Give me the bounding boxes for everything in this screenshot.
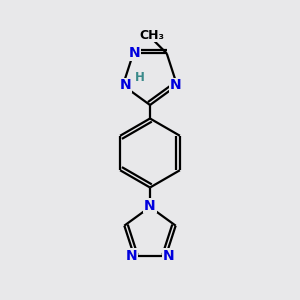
Text: N: N (163, 249, 174, 263)
Text: H: H (134, 71, 144, 84)
Text: N: N (126, 249, 137, 263)
Text: N: N (170, 78, 182, 92)
Text: N: N (119, 78, 131, 92)
Text: CH₃: CH₃ (139, 29, 164, 42)
Text: N: N (144, 199, 156, 212)
Text: N: N (129, 46, 141, 60)
